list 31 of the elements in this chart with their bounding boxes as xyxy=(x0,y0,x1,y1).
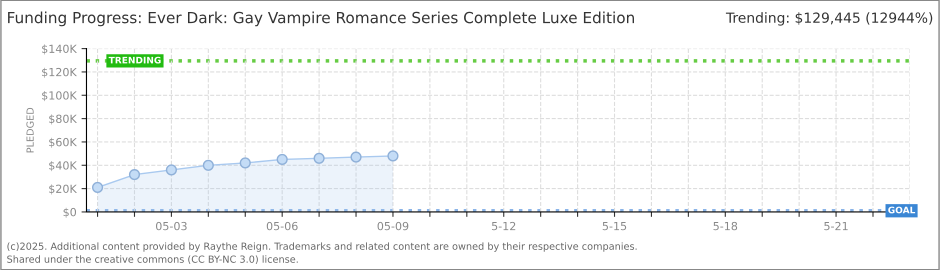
x-tick-label: 05-03 xyxy=(156,222,187,230)
point xyxy=(240,157,251,168)
text: (c)2025. Additional content provided by Raythe Reign. Trademarks and related content are owned by their respective companies. xyxy=(7,242,637,252)
y-axis-title: PLEDGED xyxy=(26,108,34,152)
point xyxy=(128,169,140,180)
ref-line-label: GOAL xyxy=(888,206,916,214)
point xyxy=(314,152,325,164)
x-tick-label: 05-06 xyxy=(266,222,298,230)
chart-title: Funding Progress: Ever Dark: Gay Vampire Romance Series Complete Luxe Edition xyxy=(8,12,634,26)
y-tick-label: $40K xyxy=(49,161,77,172)
x-tick-label: 5-15 xyxy=(602,222,626,230)
point xyxy=(350,152,362,163)
point xyxy=(92,182,104,194)
point xyxy=(166,164,177,176)
x-tick-label: 05-09 xyxy=(378,222,408,230)
y-tick-label: $80K xyxy=(49,114,77,124)
x-tick-label: 5-18 xyxy=(714,222,738,230)
chart-subtitle: Trending: $129,445 (12944%) xyxy=(726,12,932,26)
x-tick-label: 5-12 xyxy=(492,222,516,230)
point xyxy=(202,160,214,171)
y-tick-label: $60K xyxy=(49,138,77,148)
point xyxy=(276,154,288,165)
text: Shared under the creative commons (CC BY-NC 3.0) license. xyxy=(7,255,298,264)
ref-line-label: TRENDING xyxy=(108,56,161,64)
x-tick-label: 5-21 xyxy=(824,222,848,230)
y-tick-label: $120K xyxy=(42,68,77,78)
y-tick-label: $0 xyxy=(64,208,76,218)
y-tick-label: $140K xyxy=(42,44,77,54)
y-tick-label: $100K xyxy=(42,91,77,102)
point xyxy=(387,150,399,162)
y-tick-label: $20K xyxy=(49,184,77,194)
